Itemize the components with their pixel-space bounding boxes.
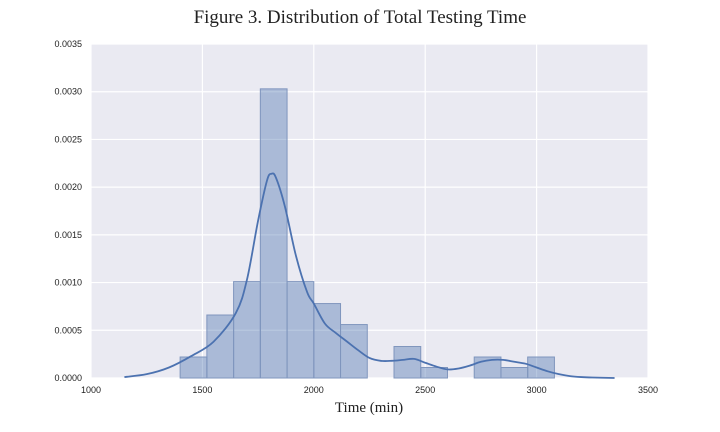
x-tick-label-1: 1500	[192, 385, 212, 395]
y-tick-label-0: 0.0000	[54, 373, 82, 383]
y-tick-label-2: 0.0010	[54, 278, 82, 288]
histogram-bar-5	[313, 303, 342, 379]
x-axis-ticks: 1000 1500 2000 2500 3000 3500	[81, 385, 658, 395]
y-axis-ticks: 0.0000 0.0005 0.0010 0.0015 0.0020 0.0025 0.00…	[54, 39, 82, 383]
histogram-bar-12	[500, 367, 529, 379]
histogram-bar-9	[420, 367, 448, 379]
y-tick-label-5: 0.0025	[54, 134, 82, 144]
x-tick-label-2: 2000	[304, 385, 324, 395]
histogram-bars	[179, 88, 555, 379]
histogram-bar-3	[259, 88, 288, 379]
histogram-bar-8	[393, 346, 422, 379]
y-tick-label-1: 0.0005	[54, 325, 82, 335]
grid-lines	[90, 43, 649, 379]
x-tick-label-5: 3500	[638, 385, 658, 395]
x-axis-label: Time (min)	[335, 400, 403, 416]
y-tick-label-7: 0.0035	[54, 39, 82, 49]
kde-curve	[124, 172, 615, 379]
plot-area	[91, 44, 648, 378]
histogram-bar-6	[340, 324, 368, 379]
histogram-bar-2	[233, 281, 261, 379]
x-tick-label-4: 3000	[527, 385, 547, 395]
x-tick-label-3: 2500	[415, 385, 435, 395]
histogram-bar-13	[527, 356, 555, 379]
x-tick-label-0: 1000	[81, 385, 101, 395]
y-tick-label-4: 0.0020	[54, 182, 82, 192]
chart-title: Figure 3. Distribution of Total Testing …	[194, 7, 527, 28]
y-tick-label-3: 0.0015	[54, 230, 82, 240]
y-tick-label-6: 0.0030	[54, 87, 82, 97]
